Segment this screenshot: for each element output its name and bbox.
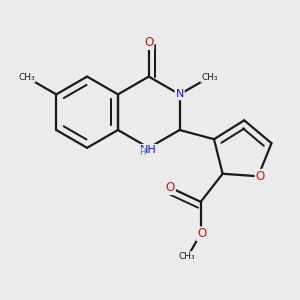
Text: N: N bbox=[176, 89, 184, 99]
Text: O: O bbox=[256, 170, 265, 183]
Text: CH₃: CH₃ bbox=[179, 252, 196, 261]
Text: O: O bbox=[144, 36, 153, 49]
Text: NH: NH bbox=[140, 145, 156, 155]
Text: O: O bbox=[197, 227, 206, 240]
Text: H: H bbox=[139, 148, 145, 157]
Text: CH₃: CH₃ bbox=[201, 73, 218, 82]
Text: CH₃: CH₃ bbox=[18, 73, 35, 82]
Text: O: O bbox=[166, 181, 175, 194]
